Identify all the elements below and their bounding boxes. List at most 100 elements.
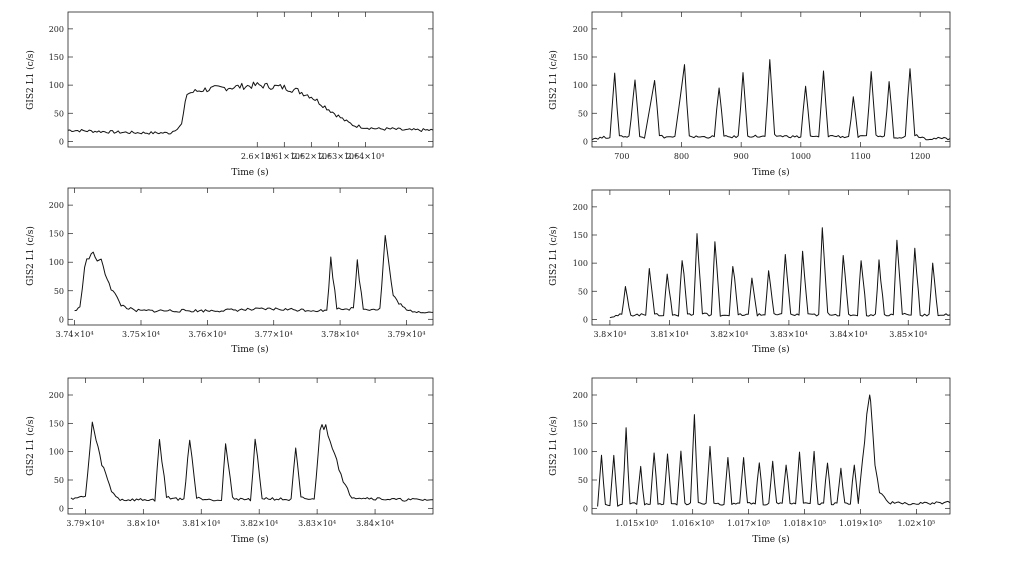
panel-bottom-right-xtick-label-1: 1.016×10⁵: [671, 519, 714, 528]
panel-bottom-left-xtick-label-4: 3.83×10⁴: [298, 519, 336, 528]
panel-bottom-left-frame: [67, 377, 434, 515]
panel-bottom-right-ytick-label-100: 100: [573, 448, 588, 457]
panel-top-left-ytick-label-0: 0: [59, 137, 64, 146]
panel-top-left-xtick-label-2: 2.62×10⁴: [292, 152, 330, 161]
panel-middle-right-ytick-label-0: 0: [583, 315, 588, 324]
panel-middle-left-frame: [67, 187, 434, 326]
panel-top-left-xtick-label-0: 2.6×10⁴: [241, 152, 274, 161]
panel-top-left-ytick-label-150: 150: [49, 53, 64, 62]
panel-bottom-right-marks: 0 50 100 150 200 1.015×10⁵ 1.016×10⁵ 1.017×10⁵ 1…: [573, 377, 951, 528]
panel-middle-right-xtick-label-0: 3.8×10⁴: [593, 330, 626, 339]
panel-bottom-right-xtick-label-5: 1.02×10⁵: [897, 519, 935, 528]
panel-top-left-ylabel: GIS2 L1 (c/s): [25, 50, 36, 110]
panel-top-left-xlabel: Time (s): [231, 167, 268, 178]
panel-top-left-xtick-label-4: 2.64×10⁴: [346, 152, 384, 161]
panel-top-right-xtick-label-4: 1100: [850, 152, 870, 161]
panel-top-left-ytick-label-100: 100: [49, 81, 64, 90]
panel-top-left-series-line: [67, 81, 434, 135]
panel-top-right-xtick-label-2: 900: [734, 152, 749, 161]
panel-bottom-right-series-line: [597, 394, 951, 507]
panel-middle-left-ylabel: GIS2 L1 (c/s): [25, 226, 36, 286]
panel-bottom-left: 0 50 100 150 200 3.79×10⁴ 3.8×10⁴ 3.81×10⁴ 3.82×…: [25, 377, 434, 545]
panel-middle-right-xtick-label-3: 3.83×10⁴: [770, 330, 808, 339]
panel-middle-right-ytick-label-150: 150: [573, 231, 588, 240]
panel-bottom-left-ytick-label-50: 50: [54, 476, 64, 485]
panel-bottom-right-ytick-label-0: 0: [583, 504, 588, 513]
panel-top-right: 0 50 100 150 200 700 800 900 1000 1100 1200 Time (…: [548, 11, 951, 178]
panel-top-right-xlabel: Time (s): [752, 167, 789, 178]
panel-top-left-xtick-label-1: 2.61×10⁴: [265, 152, 303, 161]
panel-middle-right-xtick-label-5: 3.85×10⁴: [889, 330, 927, 339]
panel-top-right-xtick-label-3: 1000: [791, 152, 811, 161]
panel-middle-left: 0 50 100 150 200 3.74×10⁴ 3.75×10⁴ 3.76×10⁴ 3.77…: [25, 187, 434, 355]
panel-bottom-right-xtick-label-4: 1.019×10⁵: [839, 519, 882, 528]
panel-middle-right-ytick-label-50: 50: [578, 287, 588, 296]
panel-top-right-ytick-label-100: 100: [573, 81, 588, 90]
panel-middle-right-frame: [591, 189, 951, 326]
panel-top-left-xtick-label-3: 2.63×10⁴: [319, 152, 357, 161]
panel-bottom-right-xtick-label-3: 1.018×10⁵: [783, 519, 826, 528]
panel-middle-right-ylabel: GIS2 L1 (c/s): [548, 226, 559, 286]
panel-middle-left-marks: 0 50 100 150 200 3.74×10⁴ 3.75×10⁴ 3.76×10⁴ 3.77…: [49, 187, 434, 339]
panel-bottom-left-ytick-label-200: 200: [49, 391, 64, 400]
panel-top-right-ylabel: GIS2 L1 (c/s): [548, 50, 559, 110]
panel-top-left-ytick-label-50: 50: [54, 109, 64, 118]
panel-middle-right-xlabel: Time (s): [752, 344, 789, 355]
panel-top-right-xtick-label-1: 800: [674, 152, 689, 161]
panel-top-right-series-line: [591, 59, 951, 141]
panel-bottom-left-xtick-label-0: 3.79×10⁴: [66, 519, 104, 528]
panel-top-right-ytick-label-150: 150: [573, 53, 588, 62]
panel-bottom-right-frame: [591, 377, 951, 515]
panel-middle-left-ytick-label-150: 150: [49, 230, 64, 239]
panel-middle-right-ytick-label-200: 200: [573, 203, 588, 212]
panel-middle-right-xtick-label-4: 3.84×10⁴: [830, 330, 868, 339]
panel-top-right-ytick-label-0: 0: [583, 137, 588, 146]
panel-bottom-left-xlabel: Time (s): [231, 534, 268, 545]
panel-bottom-right: 0 50 100 150 200 1.015×10⁵ 1.016×10⁵ 1.017×10⁵ 1…: [548, 377, 951, 545]
panel-top-right-ytick-label-50: 50: [578, 109, 588, 118]
panel-top-left: 0 50 100 150 200 2.6×10⁴2.61×10⁴2.62×10⁴2.63×…: [25, 11, 434, 178]
panel-bottom-right-xtick-label-0: 1.015×10⁵: [615, 519, 658, 528]
panel-bottom-left-xtick-label-5: 3.84×10⁴: [356, 519, 394, 528]
panel-middle-left-xtick-label-2: 3.76×10⁴: [188, 330, 226, 339]
panel-top-right-marks: 0 50 100 150 200 700 800 900 1000 1100 1200: [573, 11, 951, 161]
panel-middle-right-series-line: [609, 227, 951, 319]
panel-bottom-left-ytick-label-150: 150: [49, 419, 64, 428]
panel-middle-left-xtick-label-4: 3.78×10⁴: [321, 330, 359, 339]
panel-bottom-right-ytick-label-50: 50: [578, 476, 588, 485]
panel-middle-left-ytick-label-0: 0: [59, 315, 64, 324]
panel-top-right-frame: [591, 11, 951, 148]
panel-middle-right-marks: 0 50 100 150 200 3.8×10⁴ 3.81×10⁴ 3.82×10⁴ 3.83×…: [573, 189, 951, 339]
panel-middle-left-xtick-label-5: 3.79×10⁴: [388, 330, 426, 339]
panel-middle-left-xtick-label-1: 3.75×10⁴: [122, 330, 160, 339]
panel-bottom-right-ytick-label-150: 150: [573, 419, 588, 428]
panel-top-right-xtick-label-5: 1200: [910, 152, 930, 161]
panel-bottom-right-xtick-label-2: 1.017×10⁵: [727, 519, 770, 528]
panel-middle-left-series-line: [74, 235, 434, 314]
panel-bottom-left-ytick-label-0: 0: [59, 504, 64, 513]
panel-top-left-frame: [67, 11, 434, 148]
panel-middle-right-xtick-label-1: 3.81×10⁴: [651, 330, 689, 339]
panel-bottom-left-xtick-label-3: 3.82×10⁴: [240, 519, 278, 528]
panel-top-right-ytick-label-200: 200: [573, 25, 588, 34]
panel-bottom-left-xtick-label-2: 3.81×10⁴: [182, 519, 220, 528]
panel-middle-left-xtick-label-3: 3.77×10⁴: [255, 330, 293, 339]
panel-bottom-right-xlabel: Time (s): [752, 534, 789, 545]
panel-top-left-marks: 0 50 100 150 200 2.6×10⁴2.61×10⁴2.62×10⁴2.63×…: [49, 11, 434, 161]
panel-middle-right-ytick-label-100: 100: [573, 259, 588, 268]
panel-bottom-left-xtick-label-1: 3.8×10⁴: [127, 519, 160, 528]
panel-bottom-left-ylabel: GIS2 L1 (c/s): [25, 416, 36, 476]
panel-middle-left-xlabel: Time (s): [231, 344, 268, 355]
panel-middle-left-xtick-label-0: 3.74×10⁴: [56, 330, 94, 339]
panel-bottom-right-ytick-label-200: 200: [573, 391, 588, 400]
panel-middle-right-xtick-label-2: 3.82×10⁴: [710, 330, 748, 339]
panel-middle-left-ytick-label-100: 100: [49, 258, 64, 267]
panel-middle-left-ytick-label-50: 50: [54, 287, 64, 296]
panel-middle-left-ytick-label-200: 200: [49, 201, 64, 210]
panel-bottom-left-ytick-label-100: 100: [49, 448, 64, 457]
panel-top-right-xtick-label-0: 700: [614, 152, 629, 161]
panel-middle-right: 0 50 100 150 200 3.8×10⁴ 3.81×10⁴ 3.82×10⁴ 3.83×…: [548, 189, 951, 355]
panel-bottom-left-marks: 0 50 100 150 200 3.79×10⁴ 3.8×10⁴ 3.81×10⁴ 3.82×…: [49, 377, 434, 528]
panel-top-left-ytick-label-200: 200: [49, 25, 64, 34]
